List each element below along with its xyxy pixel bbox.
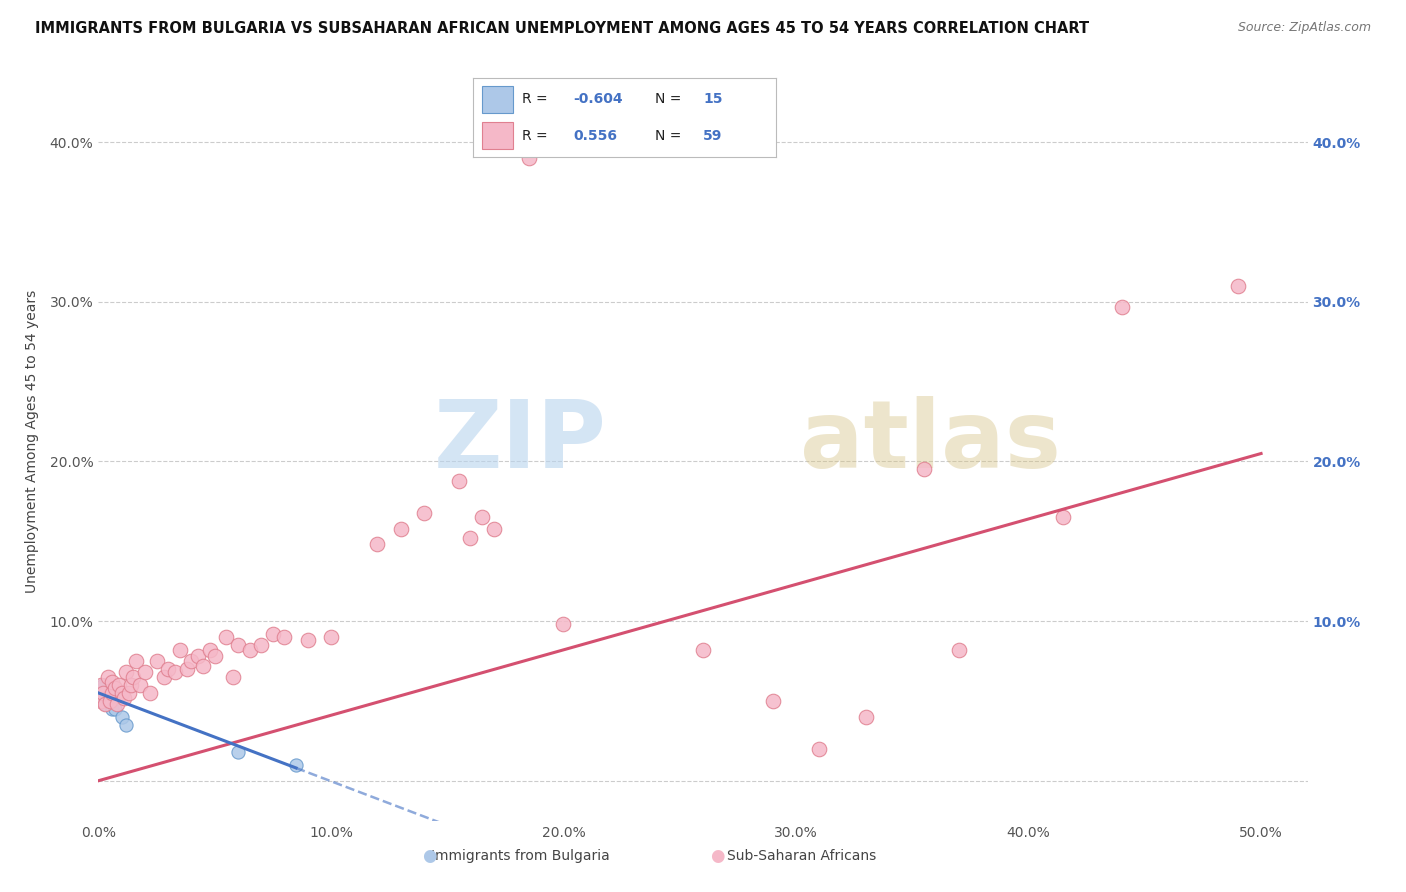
Point	[471, 510, 494, 524]
Point	[90, 694, 112, 708]
Point	[115, 718, 138, 732]
Point	[91, 681, 114, 695]
Point	[94, 686, 117, 700]
Point	[191, 658, 214, 673]
Point	[97, 694, 120, 708]
Point	[111, 686, 134, 700]
Point	[138, 686, 160, 700]
Text: Source: ZipAtlas.com: Source: ZipAtlas.com	[1237, 21, 1371, 34]
Point	[250, 638, 273, 652]
Point	[169, 643, 191, 657]
Point	[98, 694, 121, 708]
Point	[226, 638, 249, 652]
Point	[91, 678, 114, 692]
Point	[319, 630, 342, 644]
Point	[108, 678, 131, 692]
Point	[145, 654, 167, 668]
Point	[104, 702, 127, 716]
Point	[98, 686, 121, 700]
Point	[97, 690, 120, 705]
Point	[226, 745, 249, 759]
Point	[104, 681, 127, 695]
Point	[808, 741, 831, 756]
Point	[262, 627, 284, 641]
Point	[855, 710, 877, 724]
Point	[447, 474, 470, 488]
Point	[129, 678, 152, 692]
Text: ●: ●	[422, 847, 436, 865]
Point	[157, 662, 180, 676]
Point	[91, 686, 114, 700]
Point	[297, 633, 319, 648]
Text: ZIP: ZIP	[433, 395, 606, 488]
Point	[112, 690, 135, 705]
Point	[389, 522, 412, 536]
Point	[94, 697, 117, 711]
Point	[90, 678, 112, 692]
Point	[90, 690, 112, 705]
Y-axis label: Unemployment Among Ages 45 to 54 years: Unemployment Among Ages 45 to 54 years	[24, 290, 38, 593]
Text: atlas: atlas	[800, 395, 1060, 488]
Point	[239, 643, 262, 657]
Point	[215, 630, 238, 644]
Point	[101, 674, 124, 689]
Text: ●: ●	[710, 847, 724, 865]
Point	[97, 670, 120, 684]
Point	[176, 662, 198, 676]
Point	[517, 151, 540, 165]
Point	[111, 710, 134, 724]
Point	[482, 522, 505, 536]
Point	[198, 643, 221, 657]
Point	[1111, 300, 1133, 314]
Point	[124, 654, 146, 668]
Point	[118, 686, 141, 700]
Point	[912, 462, 935, 476]
Text: Immigrants from Bulgaria: Immigrants from Bulgaria	[430, 849, 610, 863]
Point	[204, 649, 226, 664]
Point	[98, 694, 121, 708]
Point	[134, 665, 156, 680]
Point	[1226, 279, 1249, 293]
Text: Sub-Saharan Africans: Sub-Saharan Africans	[727, 849, 876, 863]
Point	[101, 686, 124, 700]
Point	[101, 702, 124, 716]
Point	[120, 678, 142, 692]
Point	[122, 670, 145, 684]
Point	[692, 643, 714, 657]
Point	[460, 531, 482, 545]
Point	[94, 697, 117, 711]
Point	[762, 694, 785, 708]
Point	[285, 757, 308, 772]
Point	[413, 506, 436, 520]
Point	[115, 665, 138, 680]
Point	[948, 643, 970, 657]
Point	[105, 697, 128, 711]
Point	[222, 670, 245, 684]
Point	[273, 630, 295, 644]
Point	[553, 617, 575, 632]
Point	[180, 654, 202, 668]
Text: IMMIGRANTS FROM BULGARIA VS SUBSAHARAN AFRICAN UNEMPLOYMENT AMONG AGES 45 TO 54 : IMMIGRANTS FROM BULGARIA VS SUBSAHARAN A…	[35, 21, 1090, 36]
Point	[152, 670, 174, 684]
Point	[366, 537, 388, 551]
Point	[187, 649, 209, 664]
Point	[1052, 510, 1074, 524]
Point	[165, 665, 187, 680]
